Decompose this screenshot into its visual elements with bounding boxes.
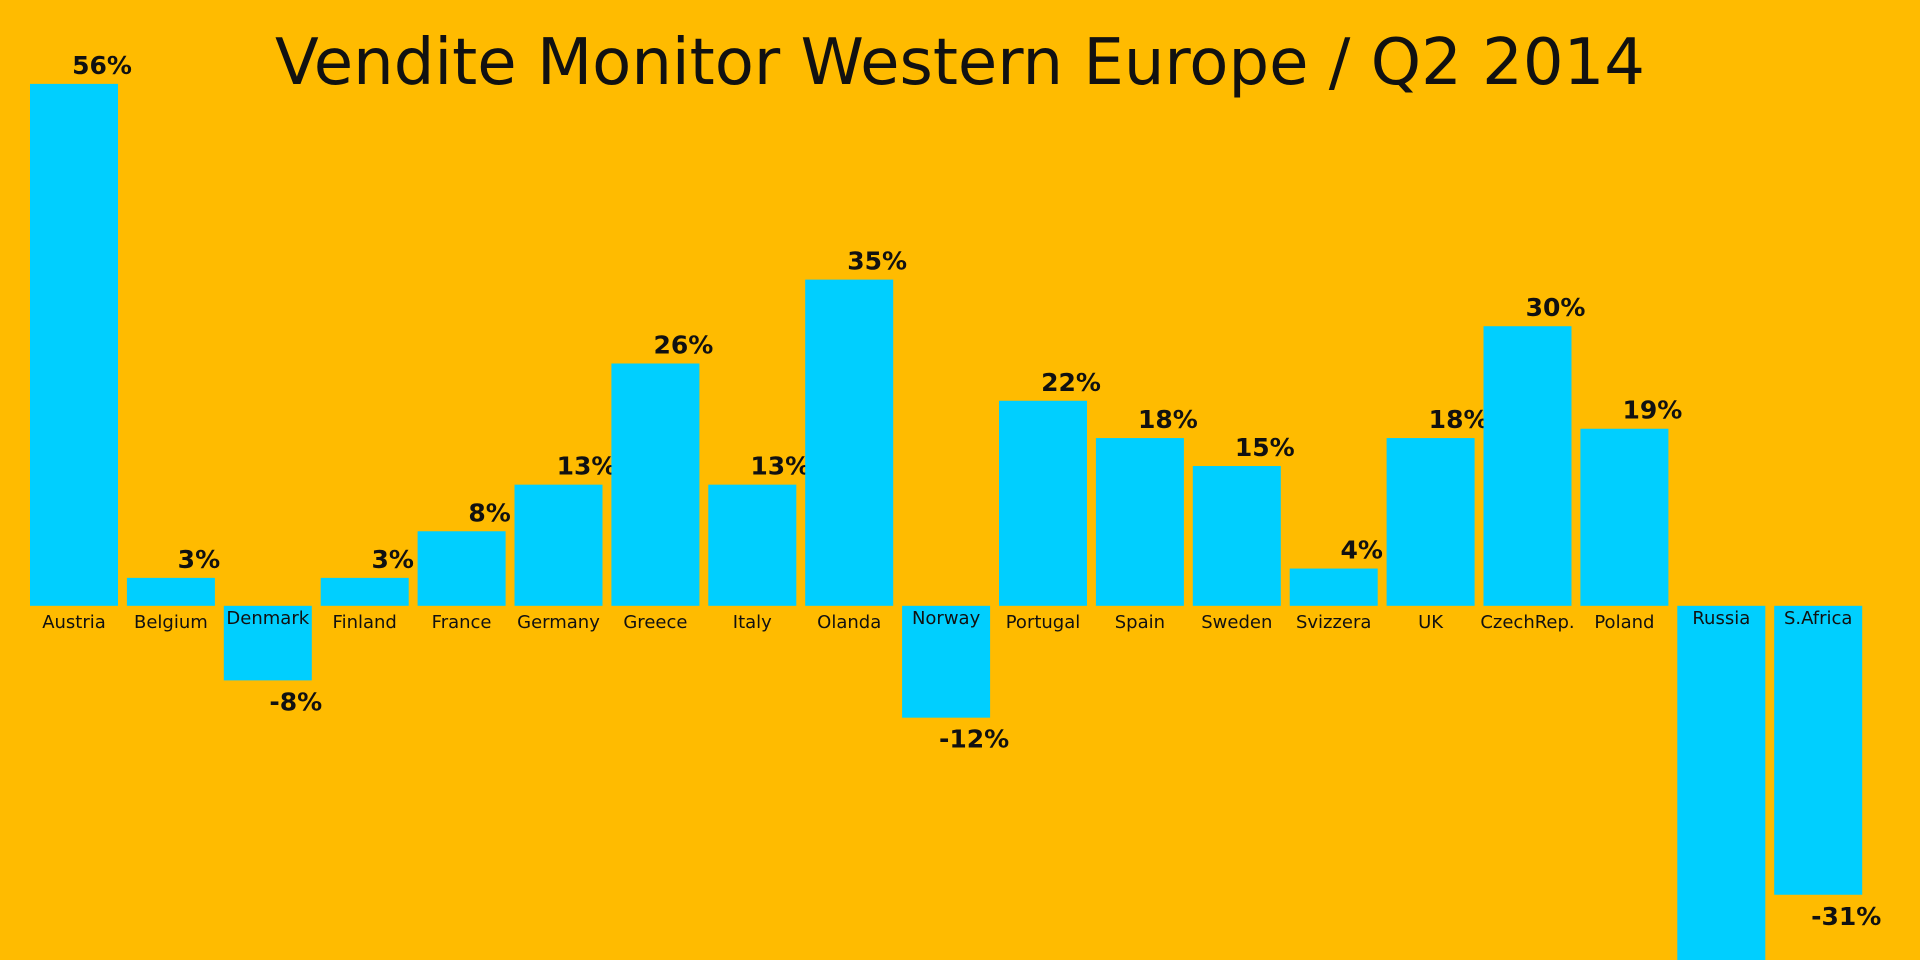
value-label: -12% — [939, 725, 1009, 754]
bar — [417, 531, 506, 606]
x-tick-label: Belgium — [134, 612, 208, 633]
value-label: 22% — [1041, 368, 1101, 397]
value-label: -8% — [269, 687, 322, 716]
bar — [902, 605, 991, 718]
x-tick-label: Italy — [733, 612, 772, 633]
value-label: 3% — [178, 545, 220, 574]
value-label: 19% — [1622, 396, 1682, 425]
bar — [30, 83, 118, 606]
x-tick-label: Germany — [517, 612, 600, 633]
bar — [1192, 466, 1281, 606]
x-tick-label: CzechRep. — [1480, 612, 1574, 633]
bar — [999, 400, 1087, 606]
value-label: 35% — [847, 247, 907, 276]
value-label: 13% — [557, 452, 617, 481]
x-tick-label: Olanda — [817, 612, 881, 633]
x-tick-label: Portugal — [1006, 612, 1081, 633]
bar — [1386, 438, 1475, 606]
bar — [1095, 438, 1184, 606]
value-label: 4% — [1340, 536, 1382, 565]
x-tick-label: Sweden — [1201, 612, 1272, 633]
value-label: 3% — [371, 545, 413, 574]
value-label: 18% — [1429, 405, 1489, 434]
value-label: 13% — [750, 452, 810, 481]
x-tick-label: France — [432, 612, 492, 633]
bar — [1483, 326, 1572, 606]
x-tick-label: Russia — [1692, 608, 1750, 629]
bar — [1677, 605, 1766, 960]
x-tick-label: S.Africa — [1784, 608, 1852, 629]
bar — [320, 577, 409, 606]
value-label: 18% — [1138, 405, 1198, 434]
bar — [1580, 428, 1669, 606]
bar — [611, 363, 700, 606]
value-label: 26% — [653, 330, 713, 359]
bar — [708, 484, 797, 606]
x-tick-label: Greece — [623, 612, 687, 633]
bar — [223, 605, 312, 681]
x-tick-label: Poland — [1594, 612, 1654, 633]
bar — [1289, 568, 1378, 606]
x-tick-label: Denmark — [226, 608, 309, 629]
x-tick-label: Norway — [912, 608, 981, 629]
value-label: 30% — [1526, 293, 1586, 322]
value-label: 15% — [1235, 433, 1295, 462]
bar — [514, 484, 603, 606]
bar — [1774, 605, 1863, 895]
chart-title: Vendite Monitor Western Europe / Q2 2014 — [275, 26, 1645, 100]
x-tick-label: UK — [1418, 612, 1444, 633]
value-label: 56% — [72, 51, 132, 80]
x-tick-label: Svizzera — [1296, 612, 1371, 633]
x-tick-label: Spain — [1115, 612, 1165, 633]
bar — [126, 577, 215, 606]
x-tick-label: Finland — [333, 612, 397, 633]
bar — [805, 279, 894, 606]
value-label: 8% — [468, 498, 510, 527]
x-tick-label: Austria — [42, 612, 106, 633]
value-label: -31% — [1811, 902, 1881, 931]
